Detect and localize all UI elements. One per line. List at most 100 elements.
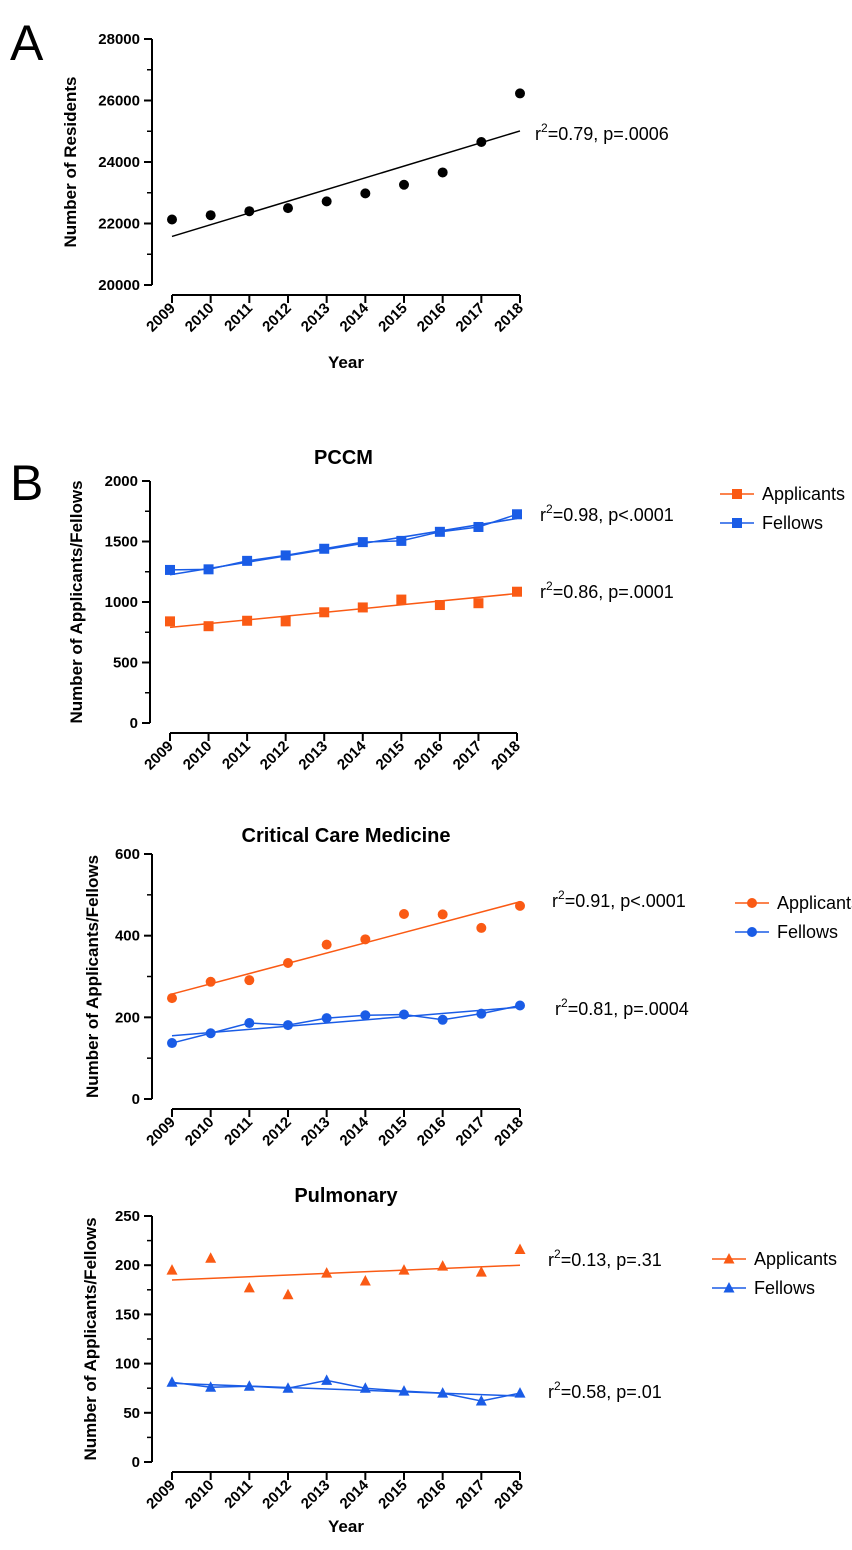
data-point [205,1381,217,1392]
y-tick-label: 22000 [98,216,140,233]
data-point [319,543,330,554]
data-point [434,526,445,537]
series-applicants: r2=0.91, p<.0001 [167,888,686,1004]
x-tick-label: 2014 [337,1476,373,1512]
series-1: r2=0.79, p=.0006 [167,88,669,238]
data-point [396,535,407,546]
data-point [359,1382,371,1393]
fit-line [171,1382,521,1397]
y-tick-label: 500 [113,655,138,672]
data-point [357,602,368,613]
chart-3: Critical Care Medicine 0 200 400 600 2009 2010… [83,825,852,1149]
data-point [167,214,177,225]
x-tick-label: 2013 [298,300,334,336]
y-tick-label: 0 [132,1454,140,1471]
y-tick-label: 26000 [98,93,140,110]
series-applicants: r2=0.13, p=.31 [166,1243,662,1300]
data-point [283,203,293,214]
data-point [476,137,487,148]
data-point [475,1394,487,1406]
annotation-sup: 2 [561,996,568,1010]
x-tick-label: 2011 [219,738,254,773]
legend-marker [723,1253,735,1264]
data-point [476,922,487,933]
annotation-sup: 2 [541,121,548,135]
data-point [515,1000,525,1011]
annotation-rest: =0.86, p=.0001 [553,582,674,602]
data-point [360,1010,371,1021]
y-tick-label: 250 [115,1208,140,1225]
data-point [437,1014,448,1025]
data-point [205,1252,217,1263]
x-tick-label: 2009 [143,1477,179,1513]
x-tick-label: 2018 [491,300,527,336]
data-point [244,1018,255,1029]
legend-label: Fellows [754,1278,815,1298]
data-point [167,1038,177,1049]
y-tick-label: 50 [123,1405,140,1422]
data-point [321,939,332,950]
y-tick-label: 100 [115,1356,140,1373]
fit-line [171,1264,521,1281]
data-point [165,616,175,627]
legend-label: Applicants [777,893,852,913]
annotation-sup: 2 [546,579,553,593]
data-point [360,188,371,199]
fit-annotation: r2=0.91, p<.0001 [552,888,686,911]
data-point [319,607,330,618]
x-tick-label: 2010 [182,1477,218,1513]
x-tick-label: 2016 [414,300,450,336]
annotation-rest: =0.13, p=.31 [561,1250,662,1270]
legend-marker [732,518,742,528]
y-tick-label: 0 [132,1091,140,1108]
data-point [205,1028,216,1039]
legend-item-fellows: Fellows [735,922,838,942]
data-point [514,1387,526,1398]
data-point [321,1267,333,1278]
y-tick-label: 1000 [105,594,138,611]
data-point [512,509,522,520]
data-point [244,206,255,217]
panel-letter: B [10,455,43,511]
panel-letter: A [10,15,44,71]
legend-marker [723,1282,735,1293]
fit-annotation: r2=0.79, p=.0006 [535,121,669,144]
y-tick-label: 24000 [98,154,140,171]
x-tick-label: 2017 [453,1477,489,1513]
legend-label: Fellows [762,513,823,533]
fit-line [171,1006,521,1037]
y-tick-label: 150 [115,1306,140,1323]
chart-title: Critical Care Medicine [242,825,451,847]
data-point [321,1013,332,1024]
x-tick-label: 2011 [221,1114,256,1149]
x-tick-label: 2016 [411,738,447,774]
annotation-base: r [540,582,546,602]
data-point [243,1281,255,1293]
data-point [205,976,216,987]
data-point [282,1382,294,1393]
annotation-rest: =0.79, p=.0006 [548,124,669,144]
x-tick-label: 2009 [143,1114,179,1150]
chart-4: Pulmonary 0 50 100 150 200 250 2009 2010 2011 2012… [81,1185,837,1536]
data-point [282,1288,294,1300]
data-point [280,550,291,561]
x-tick-label: 2009 [141,738,177,774]
fit-line [171,130,521,238]
x-tick-label: 2013 [295,738,331,774]
legend-label: Fellows [777,922,838,942]
x-tick-label: 2013 [298,1114,334,1150]
x-axis-label: Year [328,1517,364,1536]
data-point [165,564,175,575]
annotation-sup: 2 [554,1247,561,1261]
data-point [399,909,409,920]
series-line [171,1379,521,1402]
data-point [166,1376,178,1387]
x-tick-label: 2012 [257,738,293,774]
data-point [434,600,445,611]
data-point [243,1380,255,1391]
data-point [399,1009,409,1020]
annotation-rest: =0.91, p<.0001 [565,891,686,911]
y-tick-label: 28000 [98,31,140,48]
x-tick-label: 2018 [491,1114,527,1150]
